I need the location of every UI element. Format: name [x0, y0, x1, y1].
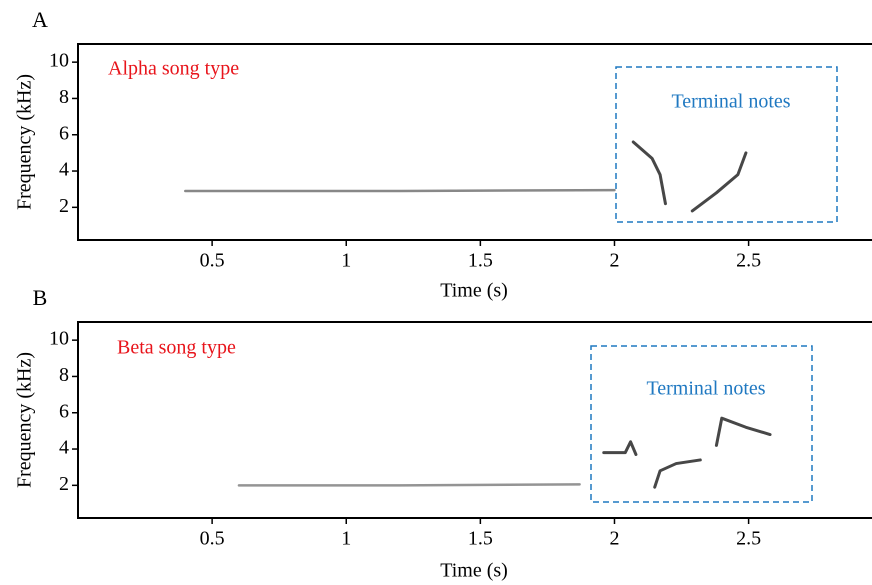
- x-tick-label: 0.5: [200, 528, 225, 550]
- panel-label: A: [32, 7, 48, 32]
- y-tick-label: 2: [59, 195, 69, 217]
- y-tick-label: 6: [59, 400, 69, 422]
- spectrogram-trace: [602, 440, 638, 456]
- panel-label: B: [33, 285, 48, 310]
- x-axis-label: Time (s): [440, 280, 508, 302]
- spectrogram-trace: [237, 483, 581, 487]
- x-axis-label: Time (s): [440, 560, 508, 582]
- terminal-notes-box: [590, 345, 813, 503]
- spectrogram-trace: [184, 188, 616, 193]
- x-tick-label: 2: [609, 528, 619, 550]
- x-tick-label: 1: [341, 250, 351, 272]
- x-tick-label: 2: [609, 250, 619, 272]
- y-axis-label: Frequency (kHz): [14, 352, 36, 488]
- song-type-title: Beta song type: [117, 337, 236, 359]
- y-tick-label: 6: [59, 122, 69, 144]
- x-tick-label: 0.5: [200, 250, 225, 272]
- y-tick-label: 2: [59, 473, 69, 495]
- plot-frame: [77, 321, 872, 519]
- y-tick-label: 10: [49, 328, 69, 350]
- y-axis-label: Frequency (kHz): [14, 74, 36, 210]
- y-tick-label: 8: [59, 364, 69, 386]
- spectrogram-trace: [653, 458, 702, 489]
- x-tick-label: 1.5: [468, 250, 493, 272]
- x-tick-label: 1: [341, 528, 351, 550]
- x-tick-label: 1.5: [468, 528, 493, 550]
- x-tick-label: 2.5: [736, 250, 761, 272]
- y-tick-label: 8: [59, 86, 69, 108]
- terminal-notes-label: Terminal notes: [646, 378, 765, 400]
- spectrogram-trace: [714, 416, 772, 447]
- spectrogram-trace: [690, 151, 748, 213]
- y-tick-label: 4: [59, 437, 69, 459]
- terminal-notes-box: [615, 66, 838, 223]
- y-tick-label: 10: [49, 50, 69, 72]
- y-tick-label: 4: [59, 159, 69, 181]
- song-type-title: Alpha song type: [108, 58, 239, 80]
- terminal-notes-label: Terminal notes: [671, 91, 790, 113]
- x-tick-label: 2.5: [736, 528, 761, 550]
- spectrogram-trace: [631, 140, 667, 206]
- plot-frame: [77, 43, 872, 241]
